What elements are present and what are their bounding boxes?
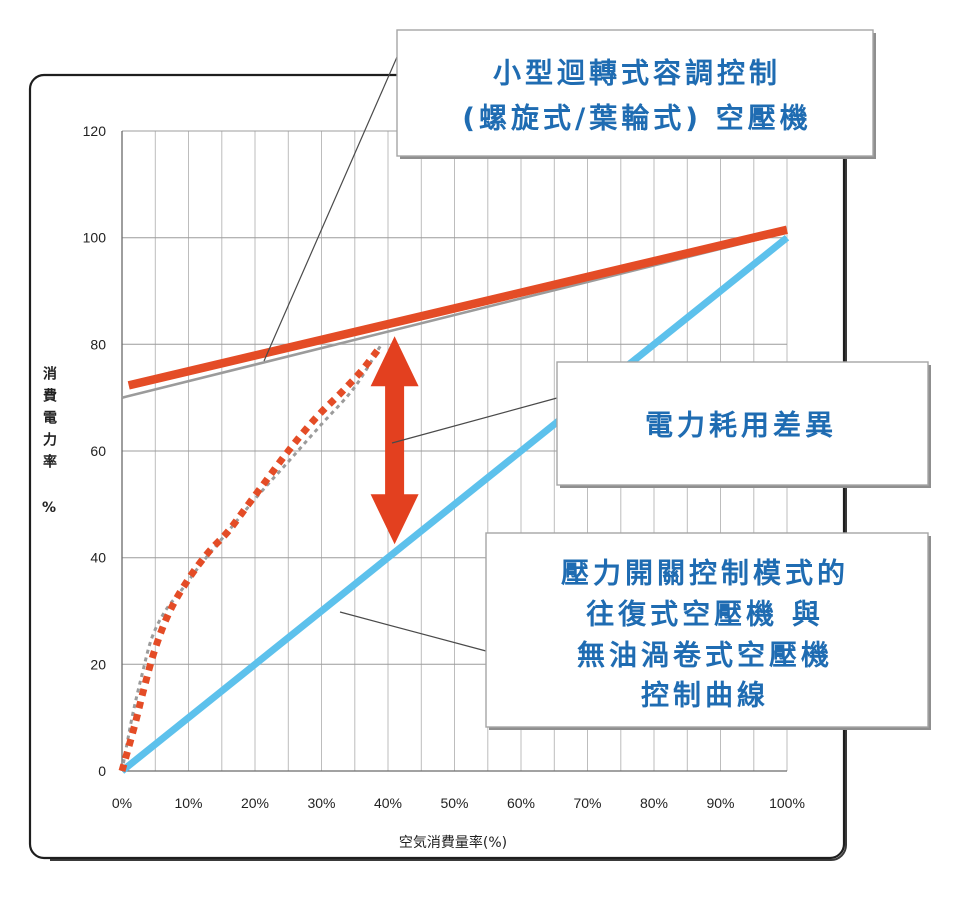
axes [121,131,787,772]
callout-box [485,532,929,728]
callout-leader-line [263,56,398,362]
callout-text: 小型迴轉式容調控制 [493,57,781,90]
x-tick-label: 10% [174,795,202,811]
series-layer [118,225,790,774]
x-tick-label: 30% [307,795,335,811]
callout-leader-line [391,397,558,444]
x-tick-label: 80% [640,795,668,811]
x-tick-label: 20% [241,795,269,811]
callout-text: 往復式空壓機 與 [586,598,824,631]
callout-text: 控制曲線 [641,679,769,712]
y-tick-label: 20 [90,656,106,672]
callout-text: 無油渦卷式空壓機 [577,639,833,672]
callout-pressure-switch-control: 壓力開關控制模式的 往復式空壓機 與 無油渦卷式空壓機 控制曲線 [485,532,931,730]
y-tick-label: 40 [90,550,106,566]
callout-box [396,29,874,157]
callout-leader-line [339,611,487,652]
callout-text: (螺旋式/葉輪式) 空壓機 [462,102,812,135]
tick-labels: 0 20 40 60 80 100 120 0% 10% 20% 30% 40% 50% 60% 70% 80… [83,123,805,811]
x-tick-label: 90% [706,795,734,811]
x-tick-label: 40% [374,795,402,811]
y-tick-label: 120 [83,123,107,139]
y-tick-label: 60 [90,443,106,459]
dotted-curve-4 [118,347,381,772]
y-tick-label: 100 [83,230,107,246]
x-tick-label: 50% [440,795,468,811]
difference-arrow [370,336,419,545]
difference-arrow-layer [370,336,419,545]
callout-rotary-compressor: 小型迴轉式容調控制 (螺旋式/葉輪式) 空壓機 [396,29,876,159]
x-tick-label: 0% [112,795,132,811]
y-tick-label: 0 [98,763,106,779]
x-axis-label: 空気消費量率(%) [399,834,507,851]
chart-frame-shadow [50,95,847,861]
x-tick-label: 60% [507,795,535,811]
callout-power-difference: 電力耗用差異 [556,361,931,488]
callout-text: 壓力開關控制模式的 [561,557,849,590]
x-tick-label: 70% [573,795,601,811]
series-line-2 [119,234,790,774]
callout-box [556,361,929,486]
callout-text: 電力耗用差異 [645,409,837,442]
y-tick-label: 80 [90,336,106,352]
y-axis-label: 消費電力率 % [41,366,57,524]
x-tick-label: 100% [769,795,805,811]
series-line-1 [127,225,788,390]
